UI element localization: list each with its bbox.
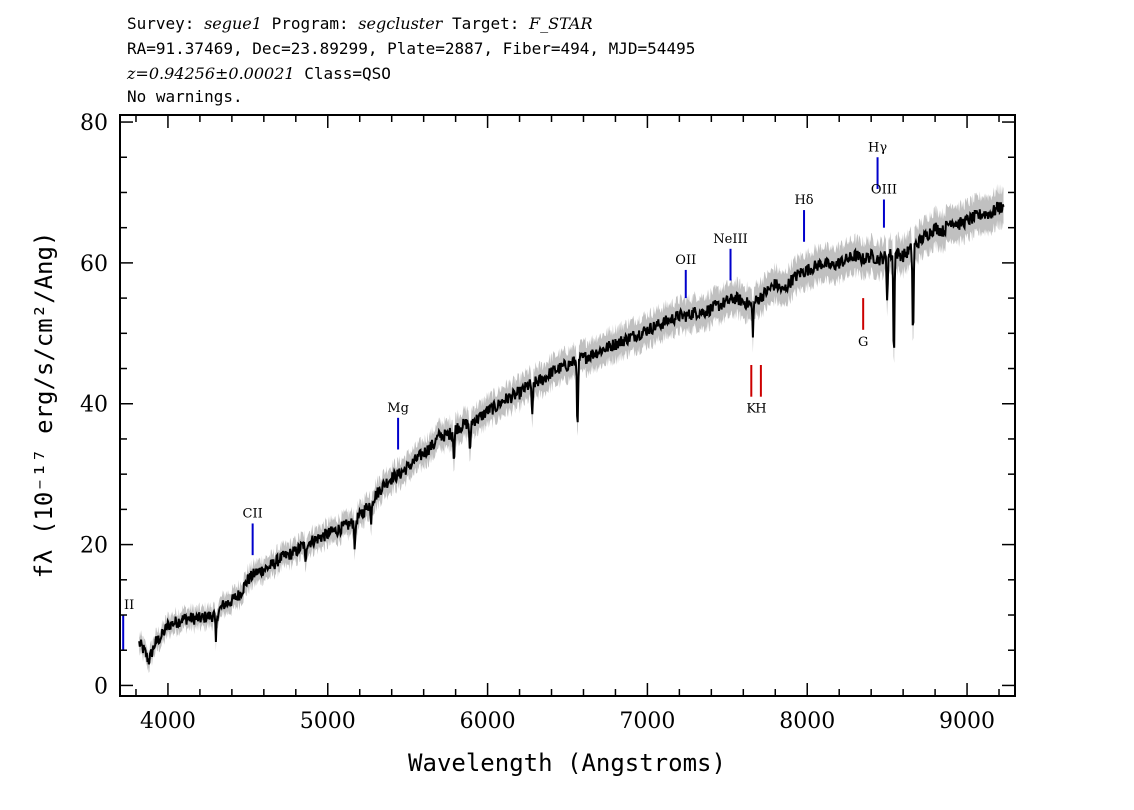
y-tick-label: 80 bbox=[80, 111, 108, 136]
line-label-K: K bbox=[746, 402, 756, 417]
line-label-II: II bbox=[124, 598, 134, 613]
axis-tick-labels: 4000 5000 6000 7000 8000 9000 0 20 40 60 80 bbox=[80, 111, 995, 734]
spectral-line-markers bbox=[122, 157, 885, 651]
axis-ticks bbox=[120, 115, 1015, 696]
x-tick-label: 6000 bbox=[460, 709, 516, 734]
y-tick-label: 40 bbox=[80, 393, 108, 418]
y-tick-label: 0 bbox=[94, 674, 108, 699]
line-label-G: G bbox=[858, 335, 868, 350]
x-tick-label: 5000 bbox=[300, 709, 356, 734]
x-tick-label: 7000 bbox=[619, 709, 675, 734]
line-label-H: H bbox=[755, 402, 766, 417]
y-tick-label: 20 bbox=[80, 534, 108, 559]
y-tick-label: 60 bbox=[80, 252, 108, 277]
x-tick-label: 8000 bbox=[779, 709, 835, 734]
header-line-1: Survey: segue1 Program: segcluster Targe… bbox=[127, 14, 593, 33]
x-axis-title: Wavelength (Angstroms) bbox=[408, 749, 726, 777]
line-label-CII: CII bbox=[243, 506, 263, 521]
header-line-2: RA=91.37469, Dec=23.89299, Plate=2887, F… bbox=[127, 39, 695, 58]
flux-line bbox=[138, 201, 1005, 665]
y-axis-title: fλ (10⁻¹⁷ erg/s/cm²/Ang) bbox=[30, 232, 58, 579]
line-label-Mg: Mg bbox=[387, 401, 409, 416]
plot-frame bbox=[119, 114, 1016, 697]
error-band bbox=[139, 183, 1004, 673]
line-label-OII: OII bbox=[675, 253, 696, 268]
spectral-line-labels: II CII Mg OII NeIII Hδ Hγ OIII K H G bbox=[124, 140, 897, 613]
line-label-Hδ: Hδ bbox=[794, 193, 813, 208]
line-label-OIII: OIII bbox=[871, 183, 897, 198]
line-label-NeIII: NeIII bbox=[713, 232, 747, 247]
x-tick-label: 4000 bbox=[140, 709, 196, 734]
x-tick-label: 9000 bbox=[939, 709, 995, 734]
header-line-3: z=0.94256±0.00021 Class=QSO bbox=[126, 64, 391, 83]
header-line-4: No warnings. bbox=[127, 87, 243, 106]
plot-content bbox=[122, 157, 1005, 673]
line-label-Hγ: Hγ bbox=[868, 140, 887, 155]
